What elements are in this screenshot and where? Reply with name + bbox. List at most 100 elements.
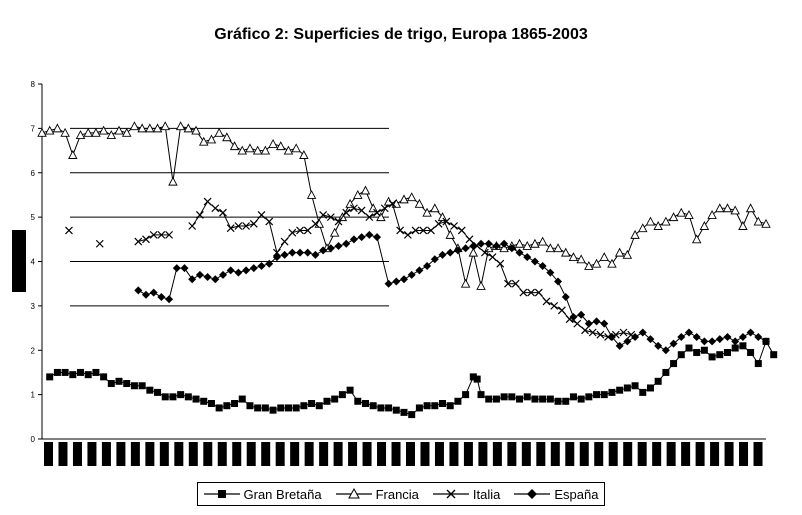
data-point (700, 346, 708, 354)
data-point (619, 328, 628, 337)
data-point (469, 373, 477, 381)
data-point (245, 143, 255, 153)
data-point (677, 332, 686, 341)
y-tick-label: 8 (31, 80, 36, 89)
data-point (292, 404, 300, 412)
x-tick-label-block (681, 442, 691, 466)
x-tick-label-block (116, 442, 126, 466)
diamond-marker-icon (514, 489, 551, 499)
data-point (214, 127, 224, 137)
x-tick-label-block (72, 442, 82, 466)
data-point (342, 208, 351, 217)
data-point (261, 404, 269, 412)
data-point (561, 293, 570, 301)
data-point (106, 130, 117, 139)
x-tick-label-block (753, 442, 763, 466)
x-tick-label-block (406, 442, 415, 466)
data-point (146, 386, 154, 394)
data-point (492, 241, 501, 250)
x-tick-label-block (594, 442, 604, 466)
data-point (296, 248, 305, 257)
data-point (465, 235, 474, 244)
data-point (360, 185, 371, 195)
x-tick-label-block (159, 442, 169, 466)
data-point (326, 244, 335, 253)
data-point (369, 402, 377, 410)
data-point (560, 247, 571, 257)
data-point (191, 125, 201, 135)
data-point (149, 288, 158, 297)
data-point (739, 342, 747, 350)
data-point (350, 204, 358, 213)
data-point (600, 391, 608, 399)
data-point (195, 210, 204, 219)
data-point (260, 145, 271, 155)
data-point (365, 230, 374, 239)
data-point (631, 382, 639, 390)
data-point (319, 246, 328, 255)
data-point (592, 317, 601, 326)
data-point (747, 348, 755, 356)
data-point (450, 222, 458, 230)
data-point (303, 248, 312, 257)
data-point (276, 141, 286, 151)
data-point (430, 203, 440, 213)
y-tick-label: 0 (31, 435, 36, 444)
data-point (414, 198, 425, 208)
data-point (646, 335, 655, 344)
data-point (183, 123, 194, 133)
data-point (423, 261, 432, 270)
data-point (670, 360, 678, 368)
data-point (288, 228, 297, 237)
data-point (496, 259, 505, 268)
data-point (554, 397, 562, 405)
x-tick-label-block (507, 442, 517, 466)
data-point (280, 237, 289, 246)
data-point (614, 247, 625, 257)
data-point (623, 384, 631, 392)
data-point (500, 393, 508, 401)
data-point (585, 393, 593, 401)
data-point (238, 395, 246, 403)
data-point (500, 239, 509, 248)
data-point (685, 344, 693, 352)
data-point (223, 402, 231, 410)
data-point (738, 221, 748, 230)
data-point (252, 145, 263, 155)
data-point (668, 212, 679, 222)
data-point (442, 217, 451, 226)
y-tick-label: 1 (31, 391, 36, 400)
data-point (523, 253, 532, 262)
data-point (630, 229, 640, 239)
data-point (439, 400, 447, 407)
data-point (645, 216, 656, 226)
data-point (461, 244, 470, 253)
data-point (591, 258, 602, 268)
chart-title: Gráfico 2: Superficies de trigo, Europa … (214, 26, 588, 43)
data-point (92, 368, 100, 376)
data-point (280, 250, 289, 259)
data-point (211, 275, 220, 284)
data-point (134, 237, 143, 246)
x-tick-label-block (145, 442, 155, 466)
data-point (184, 393, 192, 401)
series-diamond (134, 230, 770, 355)
x-tick-label-block (579, 442, 589, 466)
data-point (522, 241, 532, 250)
data-point (114, 125, 124, 135)
data-point (684, 209, 694, 219)
data-point (577, 395, 585, 403)
data-point (622, 249, 633, 259)
data-point (722, 203, 733, 213)
data-point (581, 326, 589, 335)
data-point (484, 239, 493, 248)
x-tick-label-block (203, 442, 213, 466)
x-tick-label-block (623, 442, 633, 466)
data-point (730, 205, 740, 215)
series-cross (65, 197, 636, 341)
y-tick-label: 7 (31, 124, 36, 133)
data-point (477, 391, 485, 399)
data-point (568, 252, 579, 262)
data-point (385, 404, 393, 412)
data-point (584, 260, 594, 270)
